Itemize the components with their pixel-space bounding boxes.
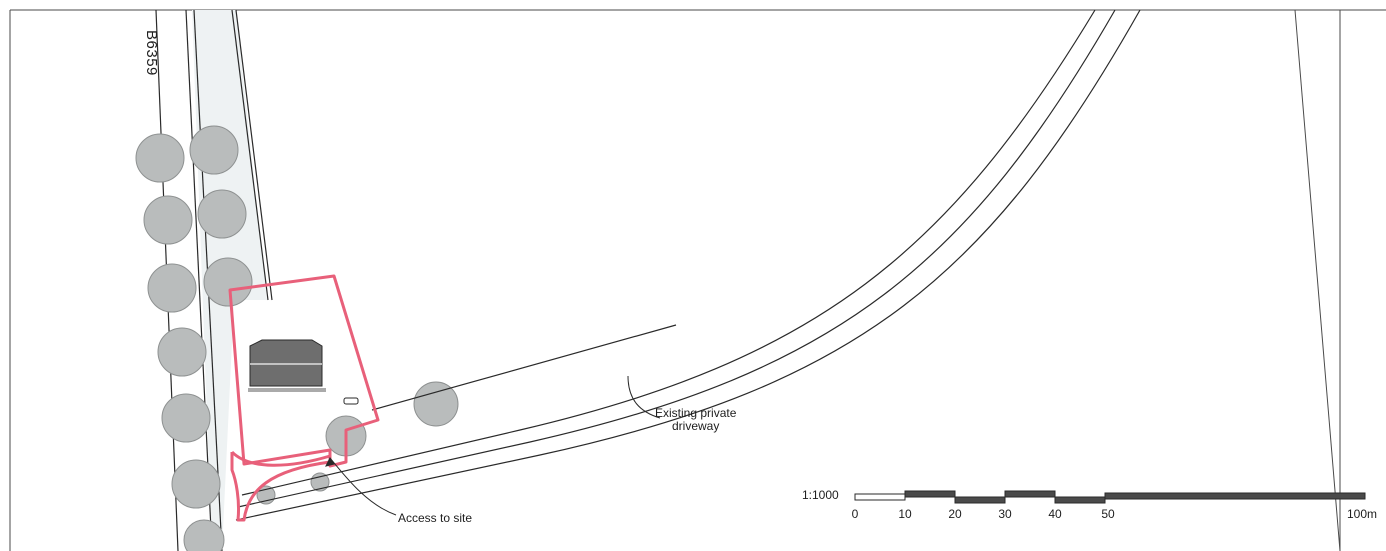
driveway-annotation: Existing private driveway <box>655 407 736 433</box>
scale-tick: 0 <box>851 507 859 521</box>
driveway-annotation-line1: Existing private <box>655 406 737 420</box>
driveway-annotation-line2: driveway <box>672 419 720 433</box>
leader-lines <box>325 375 661 516</box>
sheet-border <box>9 9 1386 551</box>
scale-tick: 50 <box>1101 507 1115 521</box>
roadside-trees <box>135 125 459 551</box>
scale-ratio: 1:1000 <box>802 488 839 502</box>
road-label: B6359 <box>143 30 160 76</box>
scale-bar <box>854 490 1366 504</box>
scale-tick: 30 <box>998 507 1012 521</box>
access-annotation: Access to site <box>398 511 473 525</box>
scale-tick: 20 <box>948 507 962 521</box>
scale-tick: 40 <box>1048 507 1062 521</box>
building <box>248 339 359 405</box>
site-boundary <box>228 274 380 522</box>
scale-tick: 100m <box>1346 507 1378 521</box>
scale-tick: 10 <box>898 507 912 521</box>
private-driveway <box>235 9 1141 521</box>
